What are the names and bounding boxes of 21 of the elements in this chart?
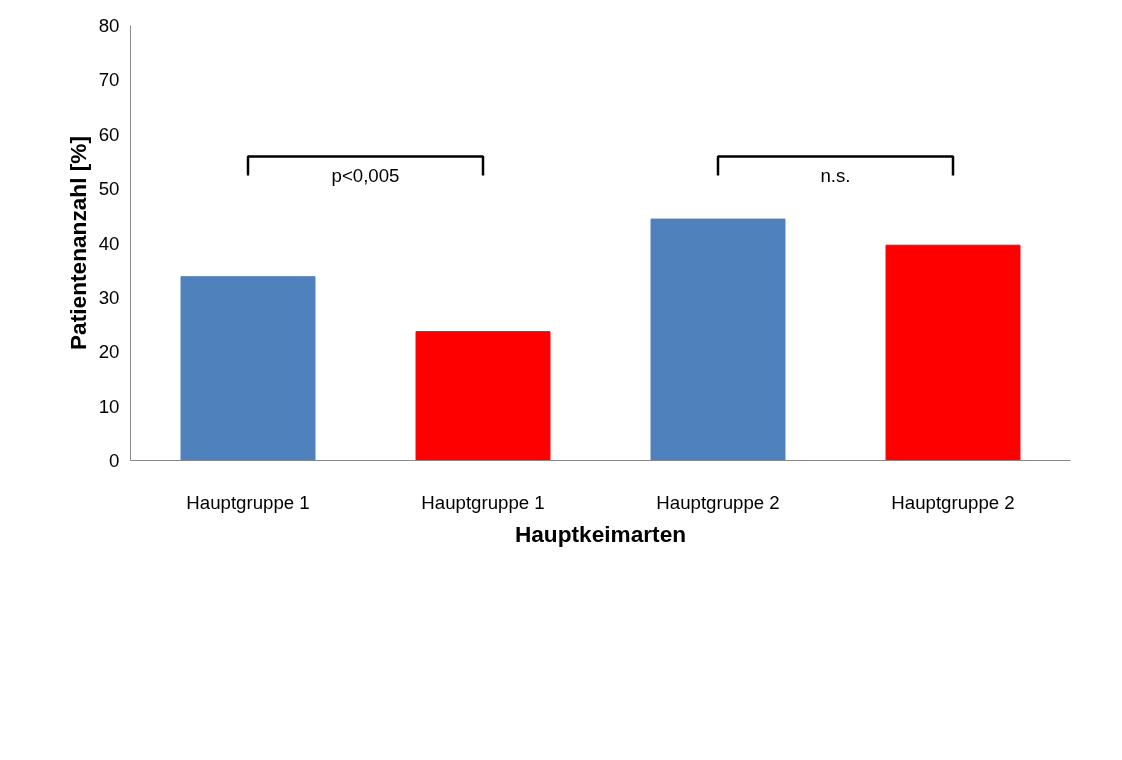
y-tick-label: 30 — [98, 286, 120, 308]
x-tick-label: Hauptgruppe 1 — [421, 491, 545, 513]
y-tick-label: 50 — [98, 178, 120, 200]
x-tick-label: Hauptgruppe 1 — [186, 491, 310, 513]
x-axis-title: Hauptkeimarten — [514, 520, 687, 547]
bar — [885, 244, 1021, 461]
y-tick-label: 40 — [98, 232, 120, 254]
bar — [180, 276, 316, 461]
annotation: p<0,005 — [331, 164, 400, 186]
y-tick-label: 70 — [98, 69, 120, 91]
bar — [415, 331, 551, 461]
y-tick-label: 80 — [98, 15, 120, 36]
y-tick-label: 10 — [98, 395, 120, 417]
y-tick-label: 20 — [98, 341, 120, 363]
y-tick-label: 0 — [109, 450, 120, 471]
x-tick-label: Hauptgruppe 2 — [656, 491, 780, 513]
y-tick-label: 60 — [98, 123, 120, 145]
y-axis-title: Patientenanzahl [%] — [64, 135, 91, 350]
annotation: n.s. — [820, 164, 851, 186]
bar — [650, 218, 786, 461]
x-tick-label: Hauptgruppe 2 — [891, 491, 1015, 513]
